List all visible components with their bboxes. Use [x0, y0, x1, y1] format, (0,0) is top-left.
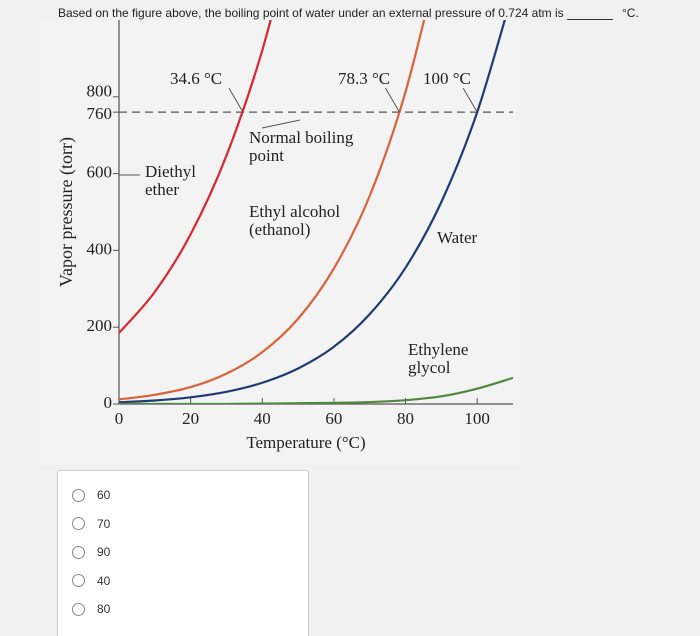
boiling-point-label: 34.6 °C	[170, 69, 222, 88]
y-tick-label: 200	[87, 316, 113, 335]
options-box: 60 70 90 40 80	[57, 470, 309, 636]
x-tick-label: 40	[254, 409, 271, 428]
option-label: 80	[97, 602, 111, 616]
x-tick-label: 100	[464, 409, 490, 428]
chart-background	[40, 20, 520, 465]
option[interactable]: 60	[72, 488, 110, 502]
y-tick-label: 400	[87, 239, 113, 258]
option[interactable]: 80	[72, 602, 110, 616]
series-label: Ethylene glycol	[408, 340, 469, 377]
curves	[119, 20, 513, 404]
option-label: 70	[97, 516, 111, 531]
y-axis-label: Vapor pressure (torr)	[56, 137, 77, 287]
question-text: Based on the figure above, the boiling p…	[58, 6, 564, 20]
option-label: 90	[97, 545, 111, 559]
curve	[119, 20, 426, 401]
series-label: Water	[437, 228, 478, 247]
radio[interactable]	[72, 574, 85, 587]
curve	[119, 20, 506, 404]
x-tick-label: 0	[115, 409, 124, 428]
radio[interactable]	[72, 602, 85, 616]
x-axis-label: Temperature (°C)	[246, 433, 365, 452]
unit: °C.	[622, 6, 639, 20]
y-tick-label: 0	[104, 393, 113, 412]
connector	[261, 119, 301, 129]
curve	[119, 376, 513, 404]
y-tick-label: 600	[87, 163, 113, 182]
y-tick-label: 800	[87, 82, 113, 101]
y-tick-label: 760	[87, 104, 113, 123]
option[interactable]: 70	[72, 517, 110, 531]
reference-label: Normal boiling point	[249, 128, 354, 165]
boiling-point-marker	[228, 87, 244, 113]
radio[interactable]	[72, 488, 85, 502]
option[interactable]: 90	[72, 545, 110, 559]
x-tick-label: 80	[397, 409, 414, 428]
option[interactable]: 40	[72, 574, 110, 588]
radio[interactable]	[72, 517, 85, 530]
boiling-point-label: 100 °C	[423, 69, 471, 88]
option-label: 40	[97, 573, 111, 588]
chart: Temperature (°C) Vapor pressure (torr) 0…	[40, 20, 520, 465]
option-label: 60	[97, 488, 111, 502]
x-tick-label: 20	[182, 409, 199, 428]
radio[interactable]	[72, 545, 85, 559]
curve	[119, 20, 272, 334]
boiling-point-marker	[385, 87, 400, 113]
boiling-point-marker	[462, 87, 478, 113]
boiling-point-label: 78.3 °C	[338, 69, 390, 88]
x-tick-label: 60	[325, 409, 342, 428]
answer-blank[interactable]	[567, 19, 613, 20]
series-label: Ethyl alcohol (ethanol)	[249, 202, 341, 239]
series-label: Diethyl ether	[145, 162, 196, 199]
